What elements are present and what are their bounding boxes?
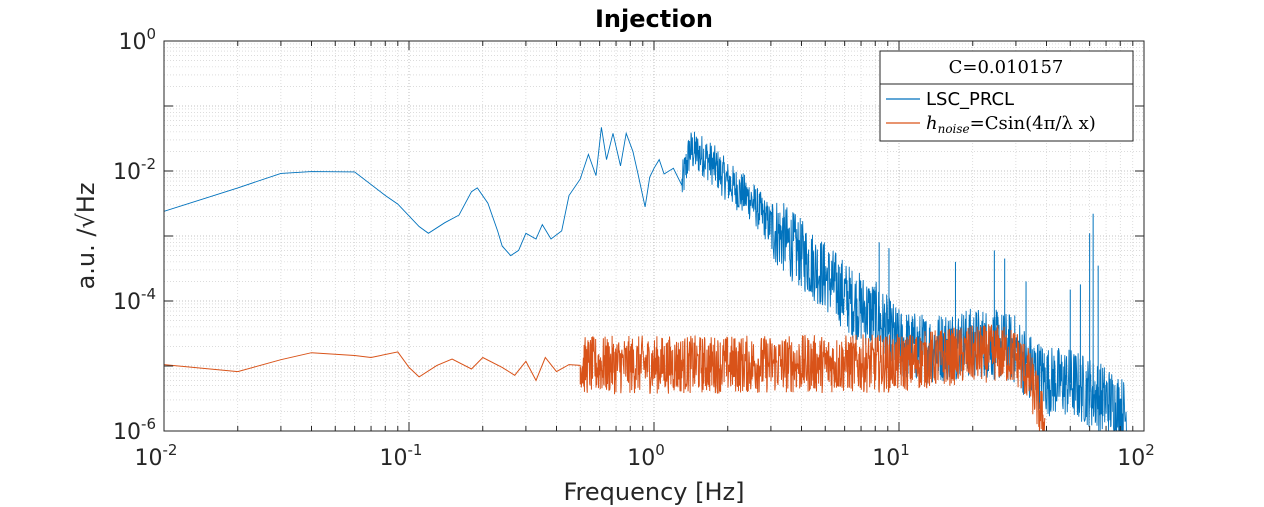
legend-header: C=0.010157 xyxy=(949,57,1064,78)
series-layer xyxy=(164,127,1127,431)
y-tick-label: 10-6 xyxy=(113,415,156,445)
y-tick-base: 10 xyxy=(113,160,141,185)
y-axis-label: a.u. /√Hz xyxy=(72,183,100,290)
x-tick-labels: 10-2 10-1 100 101 102 xyxy=(135,441,1155,471)
tick-marks xyxy=(163,40,1145,432)
x-tick-base: 10 xyxy=(380,446,408,471)
y-tick-exponent: -2 xyxy=(141,155,156,173)
x-axis-label: Frequency [Hz] xyxy=(564,478,745,506)
x-tick-base: 10 xyxy=(1117,446,1145,471)
legend-h-main: h xyxy=(926,113,938,134)
y-tick-base: 10 xyxy=(118,30,146,55)
legend-box xyxy=(879,50,1134,142)
x-tick-exponent: 2 xyxy=(1145,441,1155,459)
x-tick-exponent: 0 xyxy=(655,441,665,459)
x-tick-exponent: -1 xyxy=(408,441,423,459)
x-tick-base: 10 xyxy=(872,446,900,471)
x-tick-label: 101 xyxy=(872,441,910,471)
chart-title: Injection xyxy=(595,5,713,33)
x-tick-exponent: -2 xyxy=(163,441,178,459)
legend-label-h-noise: hnoise=Csin(4π/λ x) xyxy=(926,113,1096,136)
x-tick-base: 10 xyxy=(135,446,163,471)
series-line-h-noise xyxy=(164,324,1046,431)
legend: C=0.010157 LSC_PRCL hnoise=Csin(4π/λ x) xyxy=(879,50,1134,142)
x-tick-label: 10-2 xyxy=(135,441,178,471)
legend-label-lsc-prcl: LSC_PRCL xyxy=(926,89,1014,110)
legend-h-sub: noise xyxy=(938,122,970,136)
y-tick-label: 10-4 xyxy=(113,285,156,315)
y-tick-label: 10-2 xyxy=(113,155,156,185)
y-tick-base: 10 xyxy=(113,290,141,315)
x-tick-exponent: 1 xyxy=(900,441,910,459)
y-tick-exponent: -4 xyxy=(141,285,156,303)
legend-h-rest: =Csin(4π/λ x) xyxy=(970,113,1096,134)
y-tick-exponent: -6 xyxy=(141,415,156,433)
y-tick-base: 10 xyxy=(113,420,141,445)
x-tick-label: 102 xyxy=(1117,441,1155,471)
series-line-lsc-prcl xyxy=(164,127,1127,431)
x-tick-label: 100 xyxy=(627,441,665,471)
x-tick-base: 10 xyxy=(627,446,655,471)
y-tick-label: 100 xyxy=(118,25,156,55)
y-tick-exponent: 0 xyxy=(146,25,156,43)
x-tick-label: 10-1 xyxy=(380,441,423,471)
